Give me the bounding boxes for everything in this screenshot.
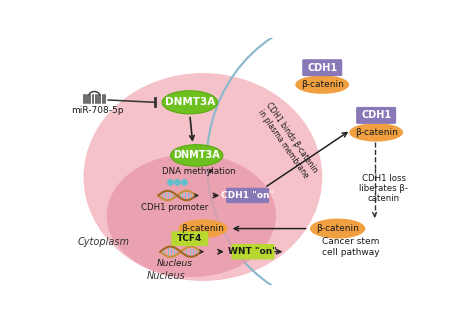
Text: Cancer stem
cell pathway: Cancer stem cell pathway: [322, 237, 380, 257]
Text: CDH1: CDH1: [361, 110, 391, 120]
Ellipse shape: [310, 219, 365, 239]
FancyBboxPatch shape: [171, 231, 208, 246]
Text: β-catenin: β-catenin: [316, 224, 359, 233]
FancyBboxPatch shape: [356, 107, 396, 124]
Text: TCF4: TCF4: [177, 234, 202, 243]
Ellipse shape: [162, 91, 218, 114]
Ellipse shape: [171, 145, 223, 166]
Ellipse shape: [83, 73, 322, 281]
Ellipse shape: [349, 123, 403, 141]
Text: Nucleus: Nucleus: [146, 271, 185, 281]
Circle shape: [168, 180, 173, 185]
Text: DNA methylation: DNA methylation: [162, 167, 236, 176]
Circle shape: [182, 180, 187, 185]
Text: miR-708-5p: miR-708-5p: [71, 106, 124, 115]
Text: β-catenin: β-catenin: [182, 224, 224, 233]
Ellipse shape: [178, 219, 228, 238]
Ellipse shape: [107, 154, 276, 277]
FancyBboxPatch shape: [302, 59, 342, 76]
Text: CDH1 "on": CDH1 "on": [221, 191, 274, 200]
Text: CDH1 binds β-catenin
in plasma membrane: CDH1 binds β-catenin in plasma membrane: [255, 101, 319, 180]
Text: β-catenin: β-catenin: [301, 80, 344, 89]
Text: DNMT3A: DNMT3A: [164, 97, 215, 107]
Ellipse shape: [295, 75, 349, 94]
FancyBboxPatch shape: [226, 188, 269, 203]
Text: Cytoplasm: Cytoplasm: [77, 237, 129, 247]
Text: CDH1 loss
liberates β-
catenin: CDH1 loss liberates β- catenin: [359, 174, 408, 204]
FancyBboxPatch shape: [231, 244, 274, 260]
Text: β-catenin: β-catenin: [355, 128, 398, 137]
Text: CDH1 promoter: CDH1 promoter: [141, 203, 208, 212]
Circle shape: [175, 180, 180, 185]
Text: Nucleus: Nucleus: [156, 259, 192, 268]
Text: DNMT3A: DNMT3A: [173, 150, 220, 160]
Text: WNT "on": WNT "on": [228, 247, 277, 256]
Text: CDH1: CDH1: [307, 63, 337, 73]
